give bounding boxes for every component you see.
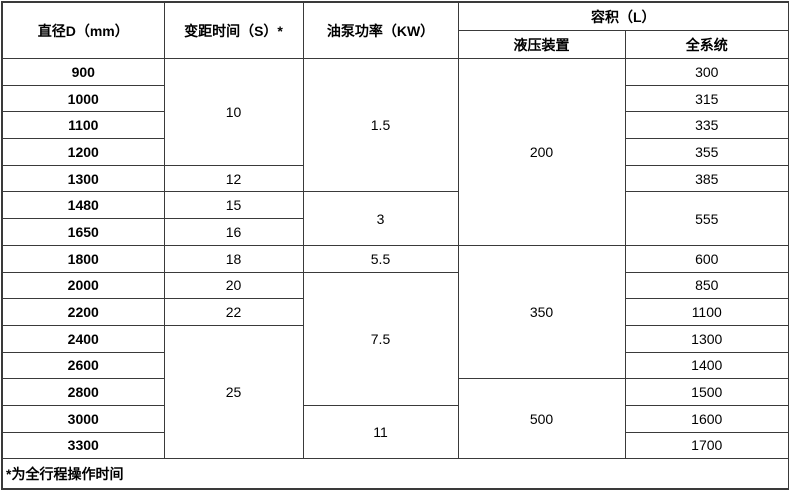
cell-hydraulic-volume: 500: [457, 378, 626, 460]
cell-diameter: 1480: [1, 191, 165, 220]
cell-hydraulic-volume: 200: [457, 58, 626, 246]
cell-diameter: 2000: [1, 271, 165, 300]
cell-diameter: 3300: [1, 431, 165, 460]
cell-pitch-time: 25: [163, 324, 304, 460]
cell-total-volume: 555: [624, 191, 789, 246]
cell-total-volume: 335: [624, 111, 789, 140]
cell-diameter: 1200: [1, 138, 165, 166]
cell-diameter: 900: [1, 58, 165, 86]
cell-total-volume: 600: [624, 244, 789, 273]
cell-diameter: 2800: [1, 378, 165, 406]
header-pump-power: 油泵功率（KW）: [302, 1, 459, 59]
cell-pitch-time: 15: [163, 191, 304, 220]
table-row: 1000 315: [1, 84, 789, 113]
table-row: 1650 16: [1, 218, 789, 246]
cell-pump-power: 7.5: [302, 271, 459, 406]
cell-total-volume: 1400: [624, 351, 789, 380]
cell-diameter: 1100: [1, 111, 165, 140]
cell-diameter: 1650: [1, 218, 165, 246]
cell-total-volume: 1100: [624, 298, 789, 326]
cell-pitch-time: 22: [163, 298, 304, 326]
table-row: 1100 335: [1, 111, 789, 140]
table-header: 直径D（mm） 变距时间（S）* 油泵功率（KW） 容积（L） 液压装置 全系统: [1, 1, 789, 59]
cell-pitch-time: 18: [163, 244, 304, 273]
table-row: 2000 20 7.5 850: [1, 271, 789, 406]
header-row-1: 直径D（mm） 变距时间（S）* 油泵功率（KW） 容积（L）: [1, 1, 789, 59]
cell-total-volume: 300: [624, 58, 789, 86]
table-row: 1800 18 5.5 350 600: [1, 244, 789, 380]
table-row: 3000 11 1600: [1, 404, 789, 460]
table-row: 2200 22 1100: [1, 298, 789, 326]
cell-total-volume: 1600: [624, 404, 789, 433]
table-row: 900 10 1.5 200 300: [1, 57, 789, 246]
cell-total-volume: 355: [624, 138, 789, 166]
cell-hydraulic-volume: 350: [457, 244, 626, 380]
cell-pitch-time: 20: [163, 271, 304, 300]
table-row: 2600 1400: [1, 351, 789, 380]
cell-pitch-time: 12: [163, 164, 304, 193]
cell-pitch-time: 10: [163, 58, 304, 166]
cell-total-volume: 385: [624, 164, 789, 193]
footnote-row: *为全行程操作时间: [1, 458, 789, 490]
cell-pitch-time: 16: [163, 218, 304, 246]
table-body: 900 10 1.5 200 300 1000 315 1100 335 120…: [1, 57, 789, 460]
cell-diameter: 2600: [1, 351, 165, 380]
cell-pump-power: 3: [302, 191, 459, 246]
table-row: 1200 355: [1, 138, 789, 166]
cell-pump-power: 5.5: [302, 244, 459, 273]
footnote-text: *为全行程操作时间: [1, 458, 789, 490]
cell-pump-power: 11: [302, 404, 459, 460]
table-row: 1480 15 3 555: [1, 191, 789, 246]
cell-diameter: 2400: [1, 324, 165, 353]
cell-diameter: 3000: [1, 404, 165, 433]
cell-diameter: 1000: [1, 84, 165, 113]
table-footer: *为全行程操作时间: [1, 458, 789, 490]
header-row-2: 液压装置 全系统: [2, 30, 789, 59]
header-full-system: 全系统: [624, 30, 789, 59]
header-pitch-time: 变距时间（S）*: [163, 1, 304, 59]
cell-total-volume: 850: [624, 271, 789, 300]
cell-diameter: 2200: [1, 298, 165, 326]
header-diameter: 直径D（mm）: [1, 1, 165, 59]
cell-total-volume: 1500: [624, 378, 789, 406]
table-row: 2400 25 1300: [1, 324, 789, 460]
header-hydraulic-device: 液压装置: [457, 30, 626, 59]
cell-total-volume: 315: [624, 84, 789, 113]
cell-diameter: 1300: [1, 164, 165, 193]
cell-total-volume: 1700: [624, 431, 789, 460]
header-volume-group: 容积（L）: [457, 1, 789, 31]
table-row: 1300 12 385: [1, 164, 789, 193]
table-row: 3300 1700: [1, 431, 789, 460]
cell-diameter: 1800: [1, 244, 165, 273]
cell-pump-power: 1.5: [302, 57, 459, 193]
table-row: 2800 500 1500: [1, 378, 789, 460]
cell-total-volume: 1300: [624, 324, 789, 353]
